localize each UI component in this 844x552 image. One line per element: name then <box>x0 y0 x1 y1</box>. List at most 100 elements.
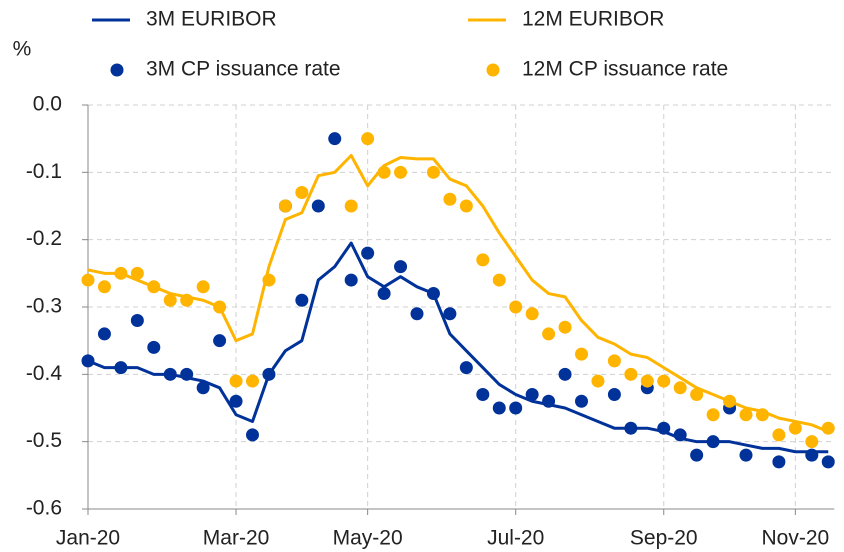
point <box>394 165 408 179</box>
point <box>459 199 473 213</box>
point <box>492 401 506 415</box>
point <box>246 374 259 388</box>
point <box>476 388 490 402</box>
point <box>344 199 358 213</box>
point <box>81 354 95 368</box>
y-tick-label: -0.6 <box>26 497 62 520</box>
legend-label: 12M EURIBOR <box>522 8 664 31</box>
point <box>246 428 259 442</box>
point <box>426 165 440 179</box>
point <box>229 394 243 408</box>
x-tick-label: Jan-20 <box>56 527 120 550</box>
point <box>130 266 144 280</box>
point <box>394 260 408 274</box>
point <box>262 367 276 381</box>
point <box>114 361 128 375</box>
point <box>97 280 111 294</box>
x-tick-label: Sep-20 <box>630 527 698 550</box>
point <box>607 388 621 402</box>
x-tick-label: Jul-20 <box>487 527 544 550</box>
x-tick-label: Nov-20 <box>761 527 829 550</box>
point <box>459 361 473 375</box>
y-tick-label: 0.0 <box>33 93 62 116</box>
point <box>229 374 243 388</box>
point <box>163 293 177 307</box>
point <box>361 132 375 146</box>
point <box>690 388 704 402</box>
y-tick-label: -0.1 <box>26 160 62 183</box>
point <box>196 381 210 395</box>
point <box>805 448 819 462</box>
point <box>739 448 753 462</box>
point <box>180 293 194 307</box>
point <box>558 320 572 334</box>
point <box>690 448 704 462</box>
point <box>295 293 309 307</box>
y-tick-label: -0.5 <box>26 429 62 452</box>
legend-label: 12M CP issuance rate <box>522 58 728 81</box>
point <box>624 367 638 381</box>
y-tick-label: -0.3 <box>26 295 62 318</box>
point <box>163 367 177 381</box>
x-tick-label: May-20 <box>333 527 403 550</box>
point <box>361 246 375 260</box>
point <box>130 313 144 327</box>
point <box>542 327 556 341</box>
point <box>607 354 621 368</box>
y-axis-label: % <box>13 38 32 61</box>
y-tick-label: -0.4 <box>26 362 63 385</box>
point <box>147 280 161 294</box>
point <box>426 287 440 301</box>
point <box>180 367 194 381</box>
point <box>558 367 572 381</box>
point <box>492 273 506 287</box>
point <box>196 280 210 294</box>
point <box>410 307 424 321</box>
point <box>476 253 490 267</box>
point <box>805 435 819 449</box>
x-tick-label: Mar-20 <box>203 527 270 550</box>
point <box>673 381 687 395</box>
point <box>81 273 95 287</box>
point <box>262 273 276 287</box>
point <box>509 300 523 314</box>
point <box>739 408 753 422</box>
line <box>87 154 829 433</box>
point <box>706 435 720 449</box>
line <box>87 241 829 454</box>
point <box>443 307 457 321</box>
point <box>772 455 786 469</box>
point <box>723 394 737 408</box>
legend-label: 3M EURIBOR <box>146 8 277 31</box>
point <box>657 374 671 388</box>
legend-swatch <box>486 63 500 77</box>
point <box>821 455 835 469</box>
point <box>542 394 556 408</box>
point <box>97 327 111 341</box>
point <box>821 421 835 435</box>
point <box>755 408 769 422</box>
point <box>640 374 654 388</box>
point <box>377 287 391 301</box>
point <box>624 421 638 435</box>
point <box>311 199 325 213</box>
point <box>213 300 227 314</box>
point <box>344 273 358 287</box>
point <box>788 421 802 435</box>
point <box>443 192 457 206</box>
point <box>377 165 391 179</box>
point <box>114 266 128 280</box>
point <box>673 428 687 442</box>
point <box>772 428 786 442</box>
point <box>591 374 605 388</box>
point <box>328 132 342 146</box>
point <box>525 307 539 321</box>
point <box>295 186 309 200</box>
point <box>147 340 161 354</box>
point <box>657 421 671 435</box>
point <box>278 199 292 213</box>
point <box>575 394 588 408</box>
legend-swatch <box>110 63 124 77</box>
point <box>509 401 523 415</box>
